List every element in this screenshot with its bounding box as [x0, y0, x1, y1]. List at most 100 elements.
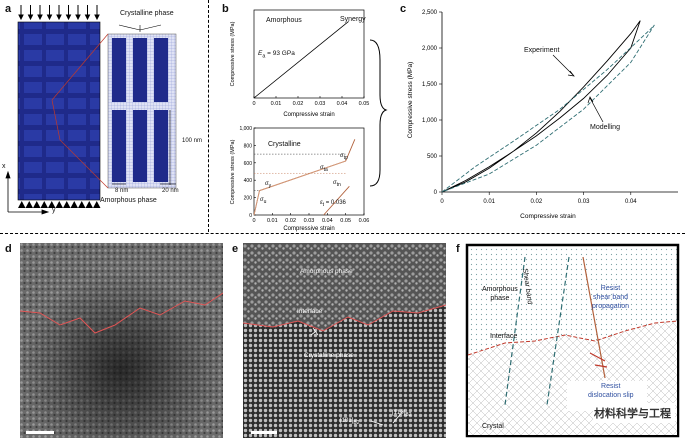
f-watermark-bg [593, 403, 675, 423]
b-bottom-xtick-label: 0.02 [285, 218, 296, 224]
c-ylabel: Compressive stress (MPa) [407, 62, 414, 139]
load-arrow [65, 5, 72, 21]
f-interface-label: Interface [490, 333, 518, 340]
b-sigma-5: σta [320, 165, 328, 173]
load-arrow [75, 5, 81, 21]
b-bottom-xtick-label: 0 [252, 218, 255, 224]
axis-x-label: x [2, 163, 6, 170]
e-direction-2-sub: B2 [405, 412, 412, 419]
d-interface-line [20, 292, 223, 334]
panel-b-chart: 0 0.01 0.02 0.03 0.04 0.05 Compressive strain C… [230, 9, 388, 232]
b-bottom-ytick-label: 1,000 [239, 126, 252, 132]
watermark-text: 材料科学与工程 [594, 408, 671, 420]
panel-label-a: a [5, 3, 12, 15]
divider-horizontal [0, 233, 685, 234]
b-top-xtick-label: 0.03 [315, 101, 326, 107]
dim-20-label: 20 nm [162, 188, 179, 194]
b-top-ylabel: Compressive stress (MPa) [230, 21, 236, 86]
support-triangle [48, 201, 56, 208]
b-sigma-2: σu [260, 197, 266, 205]
b-eps-symbol: ε [320, 200, 323, 206]
b-bottom-xtick-label: 0.04 [322, 218, 333, 224]
bottom-supports [18, 201, 101, 208]
d-scale-bar [26, 431, 54, 434]
support-triangle [93, 201, 101, 208]
c-xlabel: Compressive strain [520, 213, 576, 220]
e-amorphous-label: Amorphous phase [300, 268, 353, 275]
dim-100-label: 100 nm [182, 138, 203, 144]
support-triangle [78, 201, 86, 208]
b-top-annotation: Ea = 93 GPa [258, 50, 295, 59]
b-sigma-3-symbol: σ [340, 153, 344, 159]
c-ytick-label: 1,500 [422, 82, 438, 88]
f-dislocation-arrows [589, 352, 608, 368]
support-triangle [18, 201, 26, 208]
dim-8-label: 8 nm [115, 188, 129, 194]
b-sigma-3: σtp [340, 153, 348, 161]
f-resist-shear-line3: propagation [592, 303, 629, 310]
b-bottom-ytick-label: 600 [244, 161, 253, 167]
panel-label-e: e [232, 243, 239, 255]
b-eps-value: = 0.036 [324, 200, 346, 206]
load-arrow [27, 5, 34, 21]
support-triangle [25, 201, 33, 208]
c-ytick-label: 500 [427, 154, 438, 160]
b-top-xtick-label: 0.01 [271, 101, 282, 107]
panel-e-tem-image [243, 243, 446, 438]
b-sigma-4: σtn [333, 180, 341, 188]
b-eps-annotation: εt = 0.036 [320, 200, 346, 208]
b-top-title: Amorphous [266, 17, 302, 24]
panel-f-schematic [465, 243, 680, 438]
axis-y-label: y [52, 207, 56, 214]
c-ytick-label: 2,000 [422, 46, 438, 52]
b-top-annot-symbol: E [258, 50, 263, 57]
b-top-xtick-label: 0.05 [359, 101, 370, 107]
b-top-xtick-label: 0.02 [293, 101, 304, 107]
f-resist-shear-label: Resist shear band propagation [592, 284, 629, 311]
b-bottom-title: Crystalline [268, 141, 301, 148]
b-top-annot-value: = 93 GPa [265, 50, 295, 57]
f-resist-disloc-line1: Resist [601, 383, 621, 390]
b-sigma-2-sub: u [263, 199, 267, 206]
c-ytick-label: 0 [434, 190, 438, 196]
c-xtick-label: 0 [440, 199, 444, 205]
b-bottom-series-line [253, 160, 346, 216]
e-dislocation-mark [310, 327, 319, 336]
f-interface-line [467, 320, 678, 356]
b-top-annot-sub: a [262, 53, 266, 60]
panel-c-chart: 0 0.01 0.02 0.03 0.04 0 500 1,000 1,500 2,000 2,50… [407, 10, 678, 220]
support-triangle [40, 201, 48, 208]
f-amorphous-line2: phase [490, 295, 510, 302]
b-top-frame [253, 9, 365, 99]
panel-label-d: d [5, 243, 12, 255]
panel-a-figure [5, 5, 177, 215]
b-sigma-4-symbol: σ [333, 180, 337, 186]
b-sigma-5-symbol: σ [320, 165, 324, 171]
b-bottom-ytick-label: 200 [244, 196, 253, 202]
load-arrow [18, 5, 24, 21]
load-arrow [84, 5, 91, 21]
b-sigma-1-symbol: σ [265, 181, 269, 187]
b-sigma-5-sub: ta [323, 167, 328, 174]
b-sigma-2-symbol: σ [260, 197, 264, 203]
b-bottom-xtick-label: 0.06 [359, 218, 370, 224]
e-interface-label: Interface [297, 308, 323, 315]
c-experiment-arrow [552, 54, 575, 77]
load-arrow [37, 5, 43, 21]
panel-d-tem-image [20, 243, 223, 438]
support-triangle [55, 201, 63, 208]
c-ytick-label: 1,000 [422, 118, 438, 124]
b-top-series-line [253, 21, 349, 99]
e-direction-1-sub: B2 [353, 420, 360, 427]
synergy-label: Synergy [340, 16, 366, 23]
b-bottom-xlabel: Compressive strain [283, 226, 334, 232]
f-resist-shear-line2: shear band [592, 294, 628, 301]
b-bottom-series-line [323, 185, 350, 216]
f-crystal-label: Crystal [482, 423, 504, 430]
b-bottom-xtick-label: 0.01 [267, 218, 278, 224]
load-arrow [46, 5, 53, 21]
e-direction-2-text: [1̄10] [392, 410, 406, 416]
b-bottom-ytick-label: 0 [249, 213, 252, 219]
amorphous-phase-label: Amorphous phase [100, 197, 157, 204]
synergy-bracket [369, 39, 388, 187]
